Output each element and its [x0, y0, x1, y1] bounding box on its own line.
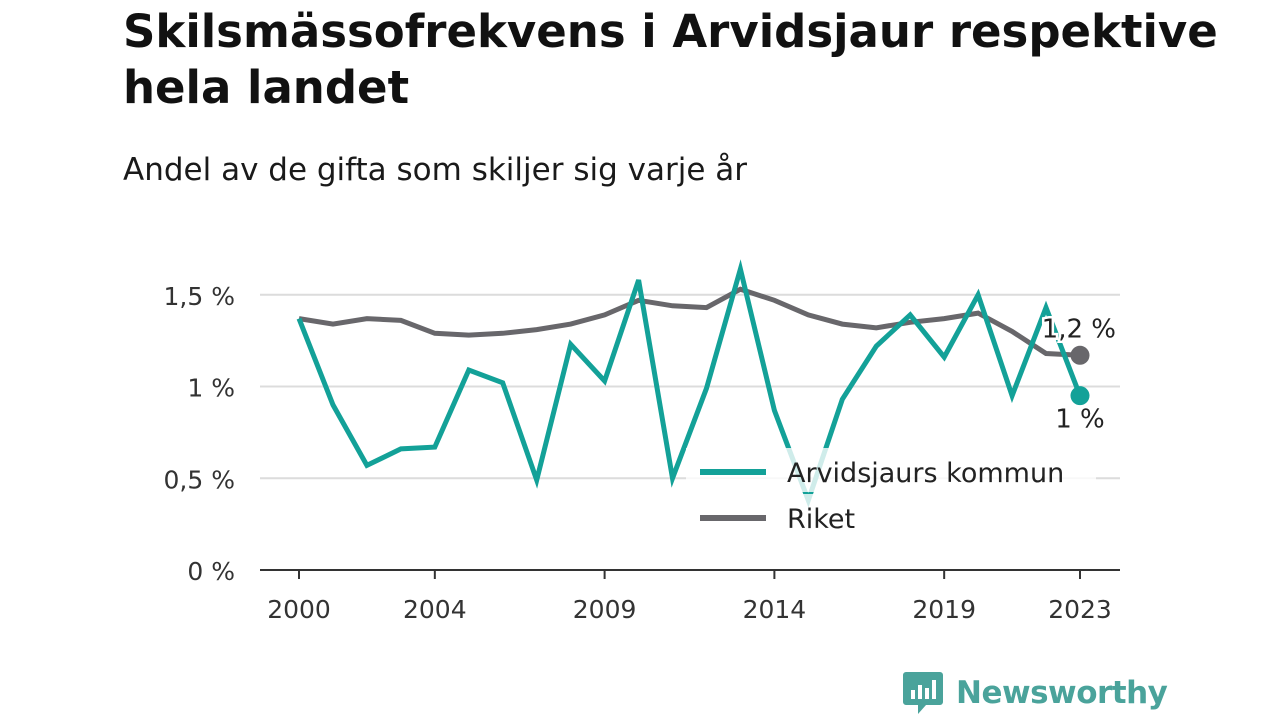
legend-label: Riket: [787, 504, 855, 535]
x-tick-label: 2000: [267, 595, 331, 624]
x-tick-label: 2014: [743, 595, 807, 624]
newsworthy-logo-icon: [903, 672, 943, 714]
end-label-arvidsjaur: 1 %: [1055, 405, 1105, 435]
series-end-marker: [1070, 345, 1090, 365]
x-tick-label: 2023: [1048, 595, 1112, 624]
y-tick-label: 0,5 %: [164, 465, 235, 494]
chart-title: Skilsmässofrekvens i Arvidsjaur respekti…: [123, 5, 1218, 114]
series-lines: [296, 259, 1090, 508]
x-tick-label: 2019: [912, 595, 976, 624]
series-end-marker: [1070, 386, 1090, 406]
newsworthy-logo: Newsworthy: [902, 670, 1168, 716]
axes: 0 % 0,5 % 1 % 1,5 % 2000 2004 2009 2014 2019 2023: [164, 282, 1120, 624]
y-tick-label: 1,5 %: [164, 282, 235, 311]
end-label-riket: 1,2 %: [1042, 314, 1116, 344]
series-line: [296, 259, 1083, 508]
series-line: [298, 286, 1081, 358]
chart-subtitle: Andel av de gifta som skiljer sig varje …: [123, 152, 747, 188]
legend: Arvidsjaurs kommun Riket: [686, 448, 1096, 538]
y-tick-label: 0 %: [187, 557, 235, 586]
end-labels: 1,2 % 1 %: [1039, 312, 1118, 437]
brand-name: Newsworthy: [956, 675, 1168, 711]
x-tick-label: 2009: [573, 595, 637, 624]
legend-label: Arvidsjaurs kommun: [787, 458, 1064, 489]
x-tick-label: 2004: [403, 595, 467, 624]
y-tick-label: 1 %: [187, 374, 235, 403]
